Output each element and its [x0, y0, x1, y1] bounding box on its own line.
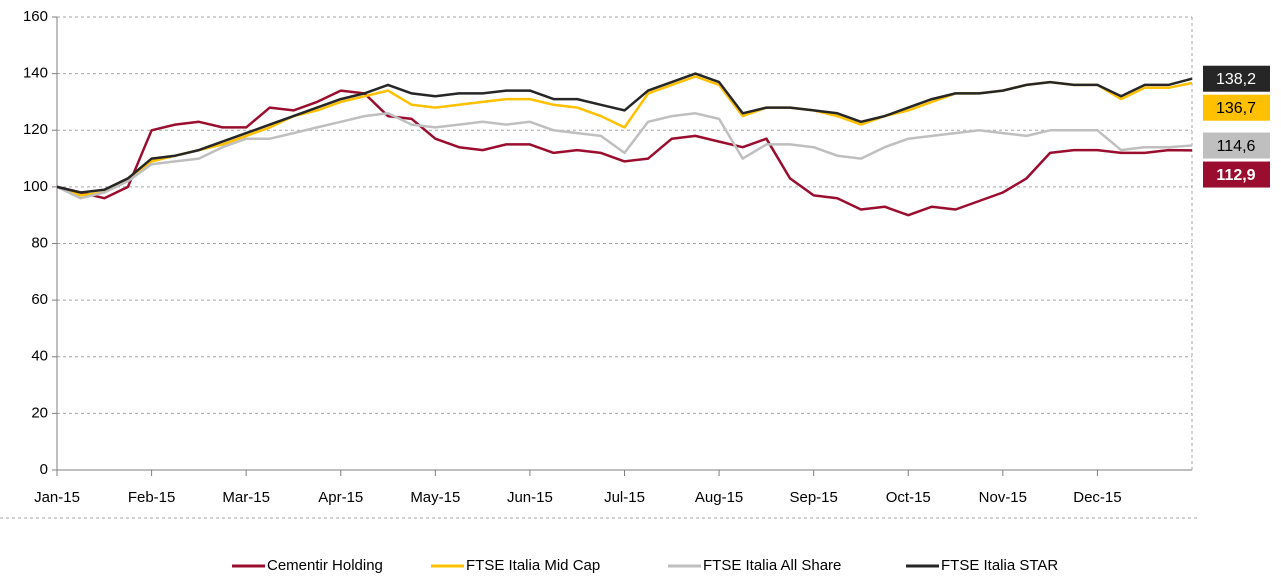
y-tick-label: 20 — [31, 404, 48, 421]
legend-label: Cementir Holding — [267, 557, 383, 574]
x-tick-label: Feb-15 — [128, 489, 176, 506]
y-tick-label: 140 — [23, 65, 48, 82]
x-tick-label: Nov-15 — [979, 489, 1027, 506]
x-tick-label: Oct-15 — [886, 489, 931, 506]
x-tick-label: Dec-15 — [1073, 489, 1121, 506]
y-tick-label: 60 — [31, 291, 48, 308]
y-tick-label: 40 — [31, 348, 48, 365]
legend-label: FTSE Italia All Share — [703, 557, 841, 574]
x-tick-label: Jun-15 — [507, 489, 553, 506]
y-tick-label: 80 — [31, 234, 48, 251]
x-tick-label: May-15 — [410, 489, 460, 506]
x-tick-label: Mar-15 — [222, 489, 270, 506]
value-label-box — [1203, 161, 1270, 188]
value-label: 136,7 — [1216, 100, 1256, 117]
y-tick-label: 160 — [23, 8, 48, 25]
x-tick-label: Aug-15 — [695, 489, 743, 506]
x-tick-label: Sep-15 — [789, 489, 837, 506]
x-tick-label: Apr-15 — [318, 489, 363, 506]
series-line — [56, 72, 1193, 194]
value-label-box — [1203, 65, 1270, 92]
x-tick-label: Jul-15 — [604, 489, 645, 506]
y-tick-label: 0 — [40, 461, 48, 478]
value-label-box — [1203, 94, 1270, 121]
value-label: 112,9 — [1216, 167, 1255, 184]
value-label: 138,2 — [1216, 71, 1256, 88]
value-label-box — [1203, 132, 1270, 159]
y-tick-label: 120 — [23, 121, 48, 138]
legend-label: FTSE Italia Mid Cap — [466, 557, 600, 574]
x-tick-label: Jan-15 — [34, 489, 80, 506]
y-tick-label: 100 — [23, 178, 48, 195]
series-line — [56, 89, 1193, 217]
legend-label: FTSE Italia STAR — [941, 557, 1058, 574]
value-label: 114,6 — [1217, 138, 1256, 155]
series-line — [56, 112, 1193, 200]
